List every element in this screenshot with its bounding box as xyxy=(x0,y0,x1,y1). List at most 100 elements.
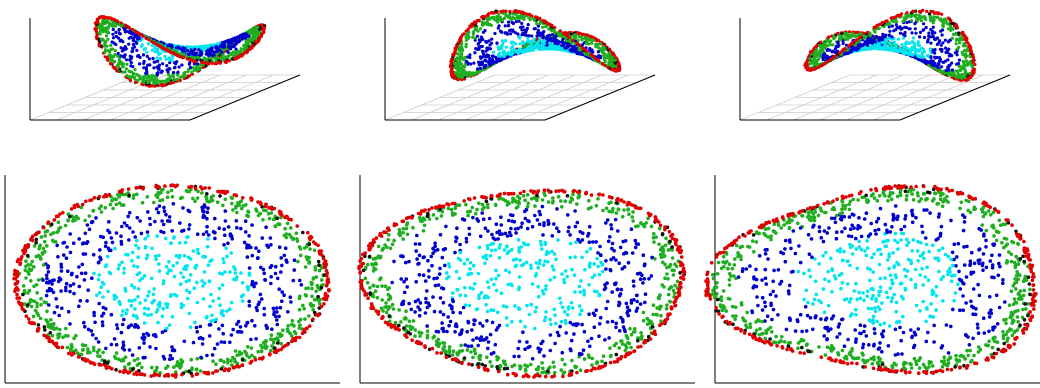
point xyxy=(518,10,522,14)
point xyxy=(170,229,174,233)
point xyxy=(511,44,515,49)
point xyxy=(187,223,192,227)
point xyxy=(245,321,249,325)
point xyxy=(918,35,922,39)
point xyxy=(557,45,561,49)
point xyxy=(124,58,129,62)
point xyxy=(280,290,285,294)
point xyxy=(923,58,927,62)
point xyxy=(122,266,126,271)
point xyxy=(924,25,928,30)
point xyxy=(152,287,156,291)
point xyxy=(166,49,170,53)
grid-line xyxy=(518,74,629,121)
point xyxy=(917,10,922,14)
point xyxy=(222,227,226,231)
point xyxy=(490,37,494,41)
point xyxy=(96,260,101,265)
point xyxy=(153,60,157,64)
point xyxy=(117,31,121,35)
point xyxy=(201,232,206,237)
point xyxy=(166,77,170,81)
point xyxy=(46,324,51,329)
point xyxy=(164,212,168,217)
point xyxy=(97,273,101,277)
point xyxy=(465,32,469,37)
point xyxy=(138,62,142,66)
point xyxy=(59,289,63,293)
point xyxy=(80,262,85,267)
point xyxy=(831,43,835,47)
point xyxy=(889,45,893,50)
point xyxy=(168,61,172,65)
point xyxy=(91,252,96,257)
point xyxy=(253,324,257,328)
point xyxy=(283,246,288,250)
point xyxy=(884,33,888,37)
point xyxy=(231,57,235,61)
point xyxy=(492,15,496,19)
point xyxy=(64,326,68,331)
point xyxy=(280,263,284,268)
point xyxy=(586,38,591,42)
point xyxy=(119,46,123,50)
point xyxy=(477,60,481,64)
point xyxy=(228,340,232,345)
point xyxy=(133,68,137,72)
point xyxy=(129,64,133,68)
point xyxy=(156,50,160,54)
point xyxy=(514,42,518,46)
point xyxy=(150,40,154,44)
point xyxy=(580,38,584,42)
point xyxy=(606,65,610,69)
point xyxy=(107,270,112,275)
point xyxy=(195,247,200,252)
point xyxy=(157,269,162,273)
point xyxy=(244,36,248,41)
point xyxy=(156,59,160,63)
point xyxy=(97,301,101,306)
point xyxy=(134,243,138,248)
point xyxy=(468,53,472,57)
point xyxy=(59,262,63,267)
point xyxy=(590,41,594,45)
point xyxy=(247,299,251,304)
point xyxy=(972,58,976,62)
point xyxy=(46,265,50,270)
point xyxy=(211,318,216,323)
point xyxy=(226,225,231,229)
point xyxy=(136,53,141,58)
point xyxy=(172,292,177,297)
point xyxy=(64,256,69,261)
point xyxy=(830,50,834,54)
point xyxy=(221,313,225,318)
point xyxy=(526,23,530,27)
point xyxy=(168,357,172,362)
point xyxy=(122,317,126,322)
point xyxy=(87,227,92,232)
point xyxy=(521,31,525,35)
point xyxy=(188,273,193,277)
point xyxy=(255,308,259,313)
point xyxy=(188,65,193,70)
point xyxy=(587,42,591,46)
point xyxy=(142,273,147,278)
point xyxy=(530,39,534,43)
point xyxy=(602,53,606,57)
point xyxy=(511,28,515,32)
panel xyxy=(29,15,301,121)
point xyxy=(127,69,131,73)
point xyxy=(601,62,605,66)
point xyxy=(81,252,86,256)
point xyxy=(588,48,592,52)
point xyxy=(842,47,846,51)
point xyxy=(535,46,540,50)
point xyxy=(135,238,139,243)
point xyxy=(883,19,888,24)
point xyxy=(865,30,870,34)
point xyxy=(135,265,140,269)
point xyxy=(176,70,180,74)
point xyxy=(32,244,37,248)
point xyxy=(844,37,848,41)
